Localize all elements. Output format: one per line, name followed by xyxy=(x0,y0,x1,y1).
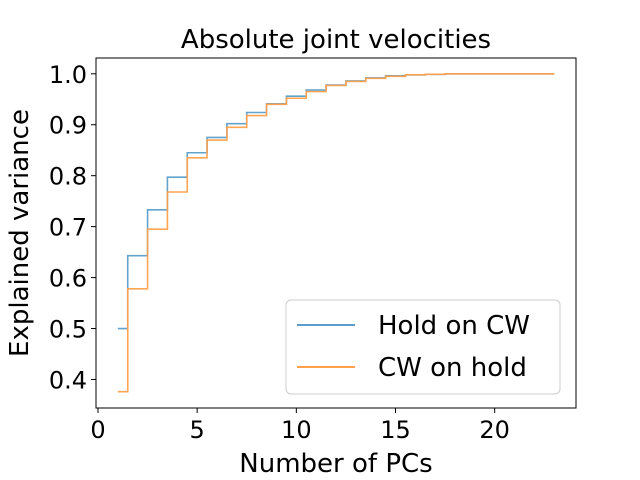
y-tick-label: 0.9 xyxy=(49,112,87,140)
x-tick-label: 5 xyxy=(190,416,205,444)
y-tick-label: 0.8 xyxy=(49,163,87,191)
x-axis-ticks: 0 5 10 15 20 xyxy=(90,408,510,444)
series-line-cw-on-hold xyxy=(117,72,555,393)
legend-label-hold-on-cw: Hold on CW xyxy=(378,311,530,341)
x-axis-label: Number of PCs xyxy=(239,449,432,479)
chart-title: Absolute joint velocities xyxy=(181,25,491,55)
legend-label-cw-on-hold: CW on hold xyxy=(378,353,527,383)
y-axis-ticks: 0.4 0.5 0.6 0.7 0.8 0.9 1.0 xyxy=(49,61,96,394)
y-tick-label: 0.4 xyxy=(49,366,87,394)
x-tick-label: 0 xyxy=(90,416,105,444)
series-line-hold-on-cw xyxy=(117,72,555,330)
legend-box xyxy=(285,299,561,395)
y-tick-label: 0.6 xyxy=(49,265,87,293)
series-layer xyxy=(117,72,555,393)
x-tick-label: 15 xyxy=(380,416,411,444)
y-axis-label: Explained variance xyxy=(5,109,35,357)
y-tick-label: 1.0 xyxy=(49,61,87,89)
y-tick-label: 0.7 xyxy=(49,214,87,242)
plot-frame xyxy=(95,57,577,409)
y-tick-label: 0.5 xyxy=(49,316,87,344)
x-tick-label: 10 xyxy=(281,416,312,444)
legend: Hold on CW CW on hold xyxy=(285,299,561,395)
x-tick-label: 20 xyxy=(479,416,510,444)
